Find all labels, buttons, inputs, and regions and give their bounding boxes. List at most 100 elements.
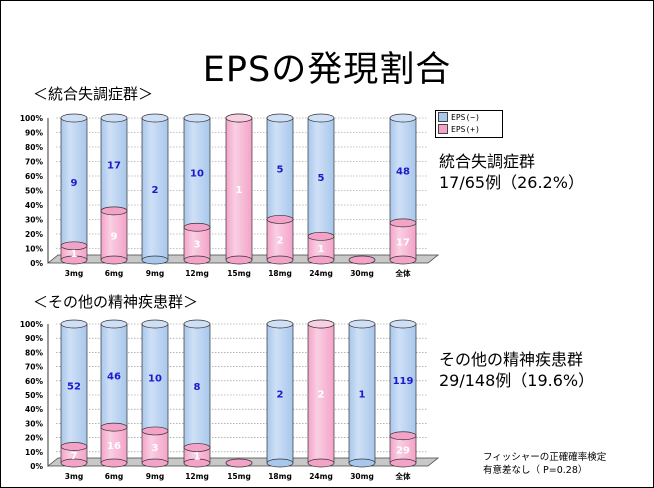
bar-top (60, 319, 88, 329)
legend-item-pos: EPS(+) (436, 123, 502, 135)
x-tick-label: 全体 (395, 268, 411, 278)
data-label-eps-pos: 16 (107, 441, 121, 452)
x-tick-label: 30mg (350, 269, 374, 278)
statistical-test-note: フィッシャーの正確確率検定 有意差なし（ P=0.28） (483, 451, 606, 477)
data-label-eps-pos: 2 (277, 236, 284, 247)
y-tick-label: 10% (25, 448, 43, 457)
summary-schizophrenia-title: 統合失調症群 (439, 152, 536, 171)
bar-segment-eps-neg (183, 117, 211, 228)
bar-segment-eps-neg (100, 117, 128, 212)
summary-other-title: その他の精神疾患群 (439, 350, 584, 369)
bar-base (266, 255, 294, 265)
data-label-eps-pos: 29 (396, 445, 410, 456)
y-tick-label: 80% (25, 348, 43, 357)
bar-segment-eps-neg (266, 323, 294, 464)
bar-base (60, 458, 88, 468)
page-title: EPSの発現割合 (202, 50, 452, 90)
data-label-eps-neg: 46 (107, 372, 121, 383)
bar-base (141, 458, 169, 468)
bar-base (100, 255, 128, 265)
x-tick-label: 全体 (395, 471, 411, 481)
data-label-eps-pos: 1 (236, 185, 243, 196)
bar-segment-eps-pos (389, 222, 417, 261)
x-tick-label: 6mg (105, 472, 123, 481)
y-tick-label: 40% (25, 201, 43, 210)
x-tick-label: 30mg (350, 472, 374, 481)
bar-segment-boundary (389, 431, 417, 441)
bar-segment-eps-pos (183, 226, 211, 261)
bar-base (307, 458, 335, 468)
x-tick-label: 24mg (309, 472, 333, 481)
bar-top (60, 113, 88, 123)
data-label-eps-neg: 10 (190, 169, 204, 180)
summary-other: その他の精神疾患群 29/148例（19.6%） (439, 349, 594, 391)
y-tick-label: 50% (25, 391, 43, 400)
y-tick-label: 10% (25, 245, 43, 254)
bar-top (183, 113, 211, 123)
bar-top (100, 319, 128, 329)
y-tick-label: 90% (25, 129, 43, 138)
data-label-eps-neg: 1 (359, 390, 366, 401)
summary-other-rate: 29/148例（19.6%） (439, 371, 595, 390)
x-tick-label: 9mg (146, 269, 164, 278)
legend-label-neg: EPS(−) (451, 112, 480, 122)
data-label-eps-neg: 48 (396, 166, 410, 177)
y-tick-label: 90% (25, 334, 43, 343)
y-tick-label: 20% (25, 434, 43, 443)
bar-segment-eps-pos (389, 435, 417, 464)
data-label-eps-pos: 7 (71, 451, 78, 462)
y-tick-label: 0% (30, 259, 43, 268)
data-label-eps-pos: 1 (194, 451, 201, 462)
bar-base (225, 255, 253, 265)
bar-base (389, 458, 417, 468)
x-tick-label: 15mg (227, 472, 251, 481)
bar-base (183, 458, 211, 468)
x-tick-label: 18mg (268, 472, 292, 481)
bar-segment-boundary (307, 231, 335, 241)
legend-label-pos: EPS(+) (451, 124, 480, 134)
legend-swatch-pos (438, 124, 448, 134)
bar-top (141, 113, 169, 123)
bar-base (183, 255, 211, 265)
bar-segment-eps-neg (266, 117, 294, 220)
y-tick-label: 30% (25, 419, 43, 428)
empty-bar-base (348, 255, 376, 265)
bar-segment-boundary (141, 426, 169, 436)
bar-segment-boundary (60, 442, 88, 451)
bar-top (266, 113, 294, 123)
bar-top (183, 319, 211, 329)
x-tick-label: 24mg (309, 269, 333, 278)
bar-top (389, 319, 417, 329)
bar-top (307, 113, 335, 123)
bar-segment-boundary (60, 241, 88, 251)
bar-top (348, 319, 376, 329)
note-line2: 有意差なし（ P=0.28） (483, 465, 588, 476)
data-label-eps-neg: 5 (318, 173, 325, 184)
data-label-eps-pos: 1 (71, 249, 78, 260)
x-tick-label: 3mg (65, 269, 83, 278)
empty-bar-base (225, 458, 253, 468)
bar-base (307, 255, 335, 265)
y-tick-label: 70% (25, 158, 43, 167)
x-tick-label: 18mg (268, 269, 292, 278)
bar-top (100, 113, 128, 123)
bar-base (100, 458, 128, 468)
bar-segment-eps-neg (100, 323, 128, 428)
panel-label-other: ＜その他の精神疾患群＞ (33, 293, 199, 311)
bar-segment-eps-pos (141, 430, 169, 464)
bar-segment-eps-pos (100, 210, 128, 261)
panel-label-schizophrenia: ＜統合失調症群＞ (33, 85, 154, 103)
data-label-eps-neg: 17 (107, 160, 121, 171)
data-label-eps-neg: 119 (393, 376, 414, 387)
bar-segment-eps-pos (100, 426, 128, 464)
x-tick-label: 15mg (227, 269, 251, 278)
data-label-eps-pos: 3 (152, 443, 159, 454)
data-label-eps-pos: 1 (318, 244, 325, 255)
bar-segment-eps-pos (307, 323, 335, 464)
bar-segment-boundary (183, 222, 211, 232)
legend-item-neg: EPS(−) (436, 111, 502, 123)
y-tick-label: 100% (20, 114, 44, 123)
bar-base (389, 255, 417, 265)
